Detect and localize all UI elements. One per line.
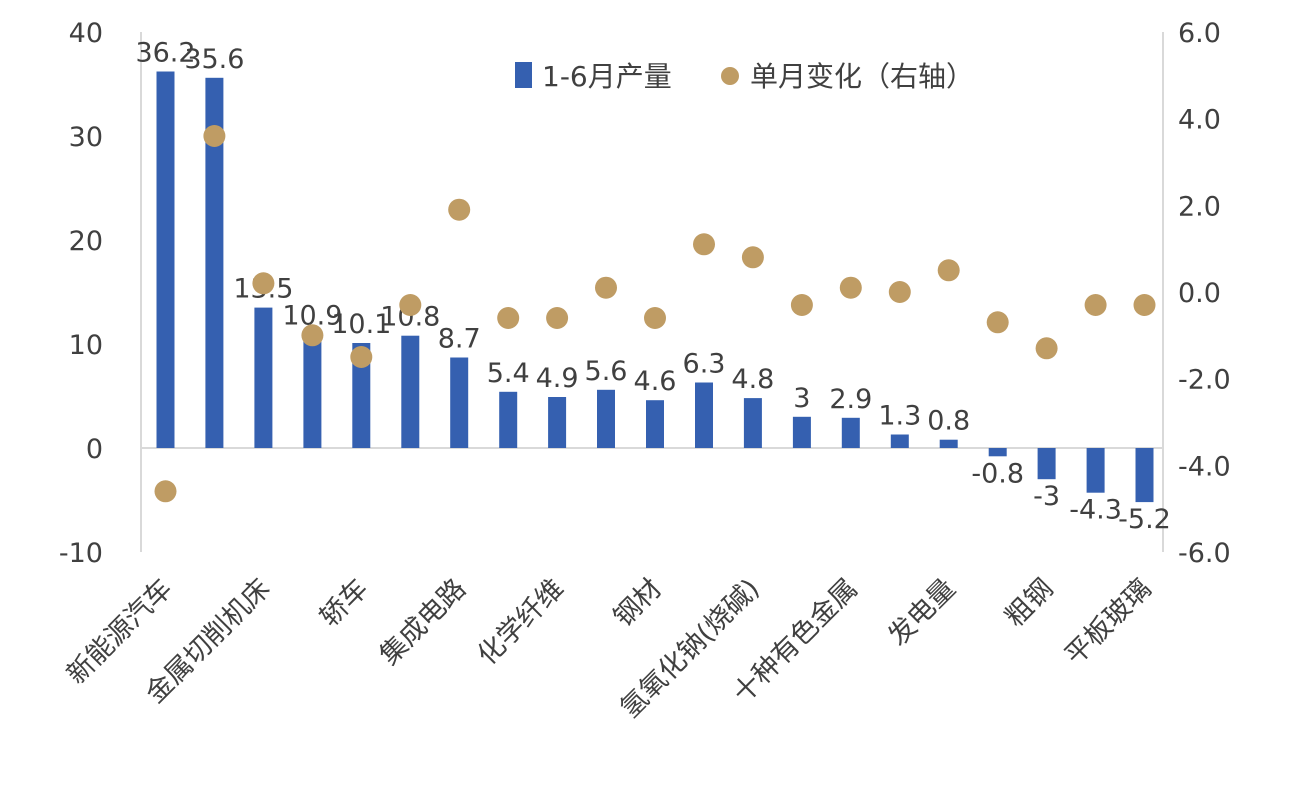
bar-data-label: 1.3 (878, 401, 921, 432)
bar-data-label: 10.1 (331, 309, 391, 340)
bar (939, 439, 958, 448)
bar-data-label: -4.3 (1069, 495, 1122, 526)
legend: 1-6月产量 单月变化（右轴） (515, 60, 974, 93)
category-label: 钢材 (608, 573, 668, 633)
bar-data-label: 3 (793, 383, 810, 414)
bar (597, 389, 615, 448)
legend-label-dot: 单月变化（右轴） (750, 60, 974, 93)
bar-data-label: 8.7 (438, 324, 481, 355)
bar-data-label: 4.6 (634, 366, 677, 397)
bar (352, 343, 371, 448)
bar (205, 77, 224, 449)
bar-data-label: 4.8 (731, 364, 774, 395)
bar-data-label: -3 (1033, 481, 1060, 512)
data-labels: 36.235.613.510.910.110.88.75.44.95.64.66… (135, 38, 1170, 536)
bar (450, 357, 469, 448)
bar (1135, 448, 1154, 503)
scatter-point (350, 346, 373, 368)
bar (401, 335, 420, 448)
scatter-point (986, 311, 1009, 334)
category-label: 化学纤维 (472, 573, 570, 671)
bar-data-label: 0.8 (927, 406, 970, 437)
y-left-tick-label: 0 (86, 434, 103, 465)
scatter-point (839, 276, 862, 299)
category-label: 轿车 (314, 573, 374, 633)
scatter-point (203, 125, 226, 147)
bar (792, 416, 811, 448)
bar (988, 448, 1007, 457)
bar-data-label: 4.9 (536, 363, 579, 394)
bar-data-label: -5.2 (1118, 504, 1171, 535)
bar (254, 307, 273, 448)
bar-series (156, 71, 1154, 503)
y-right-tick-label: 2.0 (1178, 191, 1221, 222)
scatter-point (693, 233, 715, 256)
legend-swatch-dot (721, 67, 739, 85)
scatter-point (1035, 337, 1058, 360)
y-left-tick-label: -10 (59, 538, 103, 569)
bar (499, 391, 518, 448)
bar (841, 417, 860, 448)
category-label: 集成电路 (374, 573, 472, 671)
y-right-tick-label: -2.0 (1178, 365, 1231, 396)
bar-data-label: 35.6 (184, 44, 244, 75)
bar (1037, 448, 1056, 480)
y-left-tick-label: 40 (69, 18, 103, 49)
scatter-point (1133, 294, 1156, 316)
bar (156, 71, 175, 448)
category-label: 粗钢 (999, 573, 1059, 633)
y-left-tick-label: 30 (69, 122, 103, 153)
y-right-tick-label: 0.0 (1178, 278, 1221, 309)
bar (646, 400, 664, 448)
scatter-point (790, 294, 813, 316)
legend-label-bar: 1-6月产量 (542, 60, 672, 93)
scatter-point (595, 276, 617, 299)
bar-data-label: 5.6 (585, 356, 628, 387)
y-right-tick-label: 6.0 (1178, 18, 1221, 49)
bar-data-label: 36.2 (135, 38, 195, 69)
bar-data-label: 5.4 (487, 358, 530, 389)
bar (1086, 448, 1105, 493)
axes: 40 30 20 10 0 -10 6.0 4.0 2.0 0.0 -2.0 -4.0 -6.0 (59, 18, 1231, 569)
category-label: 发电量 (882, 573, 961, 652)
bar (303, 334, 322, 448)
scatter-point (301, 324, 324, 347)
scatter-point (937, 259, 960, 282)
scatter-point (546, 307, 569, 329)
bar (548, 397, 567, 448)
y-right-tick-label: -4.0 (1178, 451, 1231, 482)
category-label: 平板玻璃 (1059, 573, 1157, 671)
scatter-point (497, 307, 520, 329)
bar-data-label: 2.9 (829, 384, 872, 415)
scatter-point (154, 480, 177, 503)
scatter-point (1084, 294, 1107, 316)
bar (695, 382, 713, 448)
bar-data-label: -0.8 (971, 458, 1024, 489)
y-left-tick-label: 20 (69, 226, 103, 257)
y-right-tick-label: 4.0 (1178, 105, 1221, 136)
bar (890, 434, 909, 448)
y-left-tick-label: 10 (69, 330, 103, 361)
scatter-point (888, 281, 911, 303)
scatter-point (644, 307, 666, 329)
bar (743, 398, 762, 448)
scatter-series (154, 125, 1156, 503)
y-right-tick-label: -6.0 (1178, 538, 1231, 569)
scatter-point (399, 294, 422, 316)
scatter-point (448, 198, 471, 221)
legend-swatch-bar (515, 62, 532, 88)
bar-data-label: 6.3 (683, 349, 726, 380)
scatter-point (252, 272, 275, 295)
scatter-point (741, 246, 764, 269)
